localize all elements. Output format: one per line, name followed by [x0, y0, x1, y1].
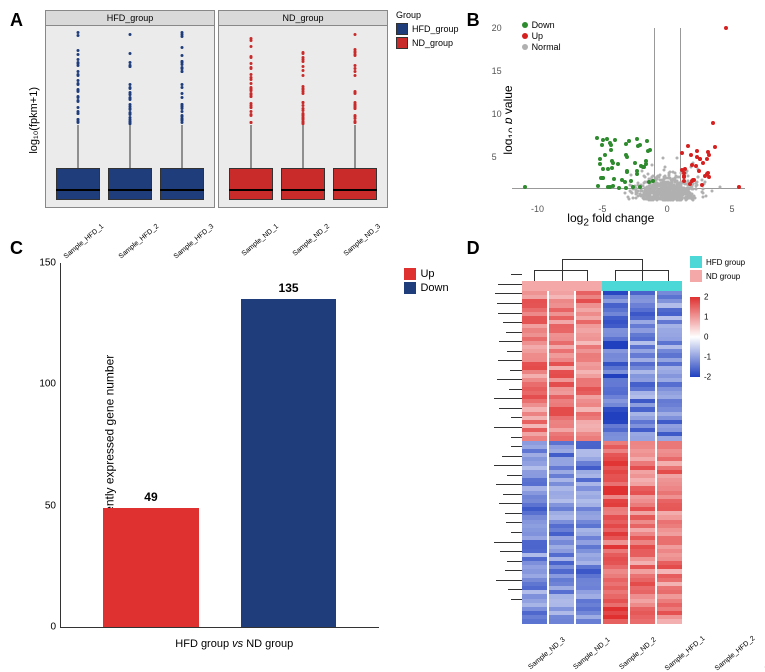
bar-ytick: 150: [39, 258, 61, 269]
panel-d-label: D: [467, 238, 480, 259]
heatmap-sample-label: Sample_ND_1: [572, 636, 611, 671]
panel-c-label: C: [10, 238, 23, 259]
volcano-plot-area: -10-5055101520: [512, 28, 745, 200]
boxplot-box: [56, 30, 100, 203]
boxplot-facet: ND_group: [218, 10, 388, 208]
legend-item: ND_group: [396, 37, 459, 49]
group-bar-segment: [575, 281, 602, 291]
heatmap-group-legend-item: HFD group: [690, 256, 747, 268]
facet-header: ND_group: [219, 11, 387, 26]
boxplot-legend: Group HFD_groupND_group: [388, 10, 459, 230]
heatmap-group-legend-item: ND group: [690, 270, 747, 282]
facet-header: HFD_group: [46, 11, 214, 26]
legend-item: HFD_group: [396, 23, 459, 35]
bar-down: 135: [241, 299, 336, 627]
panel-a-label: A: [10, 10, 23, 31]
group-annotation-bar: [522, 281, 682, 291]
volcano-legend-item: Down: [522, 20, 561, 30]
bar-value-label: 135: [279, 281, 299, 295]
bar-legend-item: Up: [404, 268, 448, 280]
boxplot-ylabel: log₁₀(fpkm+1): [28, 87, 40, 154]
group-bar-segment: [629, 281, 656, 291]
heatmap-cells: [522, 291, 682, 623]
bar-xlabel: HFD group vs ND group: [175, 638, 293, 650]
panel-b-label: B: [467, 10, 480, 31]
volcano-legend-item: Up: [522, 31, 561, 41]
heatmap-sample-label: Sample_ND_2: [618, 636, 657, 671]
volcano-legend: DownUpNormal: [522, 20, 561, 53]
bar-legend-item: Down: [404, 282, 448, 294]
bar-ytick: 100: [39, 379, 61, 390]
col-dendrogram: [522, 256, 682, 281]
panel-d-heatmap: D HFD groupND group -2-1012 Sample_ND_3S…: [467, 238, 755, 658]
volcano-xlabel: log2 fold change: [567, 211, 654, 228]
bar-value-label: 49: [144, 490, 157, 504]
boxplot-box: [281, 30, 325, 203]
bar-up: 49: [103, 508, 198, 627]
heatmap-colorbar: -2-1012: [690, 297, 700, 377]
heatmap-legend: HFD group ND group -2-1012: [682, 256, 747, 623]
panel-c-barchart: C Differently expressed gene number 0501…: [10, 238, 459, 658]
bar-ytick: 0: [50, 622, 61, 633]
group-bar-segment: [522, 281, 549, 291]
group-bar-segment: [602, 281, 629, 291]
boxplot-box: [160, 30, 204, 203]
boxplot-box: [108, 30, 152, 203]
panel-b-volcano: B log10 p value -10-5055101520 log2 fold…: [467, 10, 755, 230]
bar-legend: Up Down: [404, 268, 448, 296]
row-dendrogram: [492, 256, 522, 623]
panel-a-boxplot: A log₁₀(fpkm+1) HFD_groupND_group Sample…: [10, 10, 459, 230]
boxplot-box: [229, 30, 273, 203]
boxplot-box: [333, 30, 377, 203]
boxplot-facet: HFD_group: [45, 10, 215, 208]
bar-ytick: 50: [45, 500, 61, 511]
bar-plot-area: 05010015049135: [60, 263, 379, 628]
group-bar-segment: [655, 281, 682, 291]
volcano-legend-item: Normal: [522, 42, 561, 52]
heatmap-sample-label: Sample_ND_3: [527, 636, 566, 671]
group-bar-segment: [548, 281, 575, 291]
